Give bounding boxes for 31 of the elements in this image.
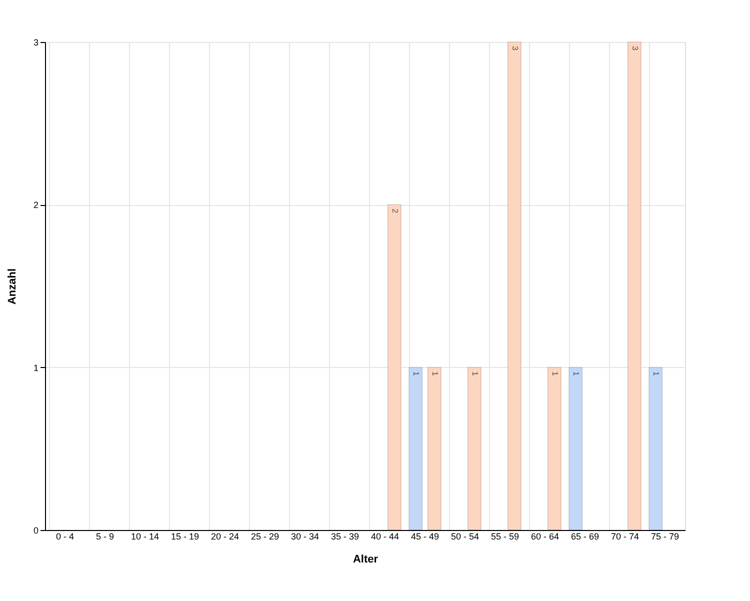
data-label: 3 (630, 46, 640, 51)
x-tick-label: 20 - 24 (210, 532, 240, 542)
data-label: 2 (390, 208, 400, 214)
y-axis-title: Anzahl (6, 268, 18, 305)
x-tick-label: 10 - 14 (130, 532, 160, 542)
x-tick-label: 60 - 64 (530, 532, 560, 542)
y-tick-label: 1 (33, 362, 38, 373)
x-tick-label: 70 - 74 (610, 532, 640, 542)
y-tick-label: 3 (33, 38, 38, 48)
x-tick-label: 65 - 69 (570, 532, 600, 542)
x-tick-label: 55 - 59 (490, 532, 520, 542)
x-tick-label: 5 - 9 (96, 532, 114, 542)
data-label: 1 (412, 371, 421, 376)
x-tick-label: 50 - 54 (450, 532, 480, 542)
x-tick-label: 45 - 49 (410, 532, 440, 542)
x-axis-title: Alter (352, 554, 379, 566)
data-label: 1 (470, 371, 480, 376)
x-tick-label: 35 - 39 (330, 532, 360, 542)
x-tick-label: 25 - 29 (250, 532, 280, 542)
data-label: 1 (652, 371, 661, 376)
x-tick-label: 15 - 19 (170, 532, 200, 542)
data-label: 1 (550, 371, 560, 376)
x-tick-label: 30 - 34 (290, 532, 320, 542)
x-tick-label: 75 - 79 (650, 532, 680, 542)
y-tick-label: 2 (33, 200, 38, 210)
y-tick-label: 0 (33, 526, 38, 536)
x-tick-label: 40 - 44 (370, 532, 400, 542)
data-label: 3 (510, 46, 520, 51)
x-tick-label: 0 - 4 (56, 532, 74, 542)
data-label: 1 (430, 371, 440, 376)
data-label: 1 (572, 371, 581, 376)
